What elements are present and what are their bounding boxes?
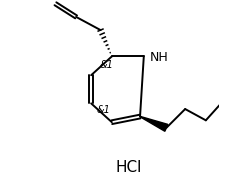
Text: &1: &1 (96, 105, 110, 115)
Text: NH: NH (150, 51, 168, 64)
Polygon shape (140, 116, 168, 131)
Text: HCl: HCl (116, 160, 142, 175)
Text: &1: &1 (100, 60, 114, 70)
